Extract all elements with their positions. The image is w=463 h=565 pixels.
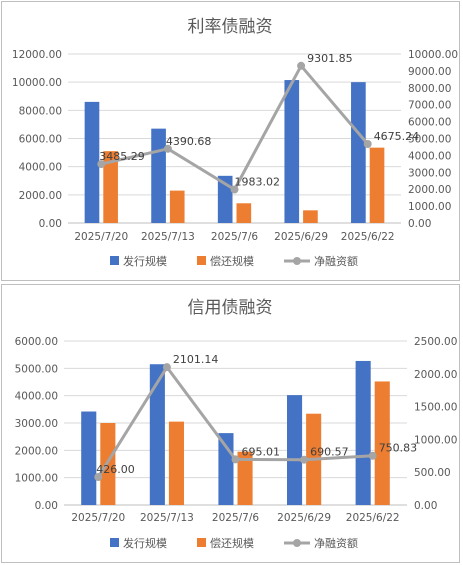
net-financing-data-label: 750.83: [379, 442, 418, 455]
right-axis-tick-label: 9000.00: [408, 66, 451, 78]
net-financing-point: [94, 473, 103, 482]
x-axis-tick-label: 2025/7/13: [140, 512, 194, 524]
repay-bar: [169, 190, 185, 223]
rate-bond-chart: 利率债融资 0.00 2000.00 4000.00 6000.00 8000.00 10…: [12, 17, 458, 268]
net-financing-data-label: 426.00: [96, 463, 135, 476]
legend-repay-swatch: [197, 256, 206, 265]
left-axis-tick-label: 4000.00: [15, 391, 58, 403]
net-financing-point: [97, 160, 106, 169]
issue-bar: [84, 101, 100, 223]
legend-issue-label: 发行规模: [123, 254, 167, 268]
net-financing-data-label: 695.01: [242, 445, 281, 458]
right-axis-tick-label: 2000.00: [408, 184, 451, 196]
right-axis-tick-label: 5000.00: [408, 134, 451, 146]
net-financing-data-label: 690.57: [310, 446, 349, 459]
right-axis-tick-label: 7000.00: [408, 100, 451, 112]
issue-bar: [355, 360, 371, 505]
repay-bar: [369, 147, 385, 223]
net-financing-point: [363, 139, 372, 148]
net-financing-data-label: 2101.14: [173, 353, 219, 366]
repay-bar: [374, 381, 390, 505]
x-axis-tick-label: 2025/7/13: [141, 231, 195, 243]
net-financing-data-label: 9301.85: [307, 52, 353, 65]
net-financing-data-label: 1983.02: [235, 175, 281, 188]
left-axis-tick-label: 10000.00: [12, 77, 62, 89]
left-axis-tick-label: 0.00: [39, 218, 62, 230]
rate-bond-chart-panel: 利率债融资 0.00 2000.00 4000.00 6000.00 8000.00 10…: [1, 1, 460, 281]
issue-bar: [351, 82, 366, 224]
issue-bar: [149, 364, 165, 505]
right-axis-tick-label: 8000.00: [408, 83, 451, 95]
net-financing-point: [297, 61, 306, 70]
left-axis-tick-label: 12000.00: [12, 49, 62, 61]
net-financing-point: [163, 144, 172, 153]
left-axis-tick-label: 4000.00: [19, 162, 62, 174]
repay-bar: [168, 421, 184, 505]
net-financing-point: [162, 363, 171, 372]
repay-bar: [103, 151, 118, 223]
left-axis-tick-label: 6000.00: [19, 134, 62, 146]
x-axis-tick-label: 2025/6/22: [341, 231, 395, 243]
issue-bar: [218, 433, 234, 505]
left-axis-tick-label: 2000.00: [15, 445, 58, 457]
net-financing-data-label: 3485.29: [99, 150, 145, 163]
issue-bar: [284, 80, 300, 223]
x-axis-tick-label: 2025/7/6: [212, 512, 259, 524]
x-axis-tick-label: 2025/7/20: [71, 512, 125, 524]
left-axis-tick-label: 1000.00: [15, 473, 58, 485]
credit-bond-chart-panel: 信用债融资 0.00 1000.00 2000.00 3000.00 4000.00 50…: [1, 284, 460, 563]
issue-bar: [287, 395, 303, 505]
net-financing-line: [100, 64, 369, 191]
legend-issue-swatch: [110, 256, 119, 265]
net-financing-data-label: 4390.68: [166, 135, 212, 148]
x-axis-tick-label: 2025/7/20: [74, 231, 128, 243]
x-axis-tick-label: 2025/6/29: [277, 512, 331, 524]
right-axis-tick-label: 500.00: [414, 467, 451, 479]
legend-net-marker: [293, 539, 301, 547]
right-axis-tick-label: 1000.00: [414, 434, 457, 446]
left-axis-tick-label: 3000.00: [15, 418, 58, 430]
right-axis-tick-label: 4000.00: [408, 150, 451, 162]
right-axis-tick-label: 10000.00: [408, 49, 458, 61]
left-axis-tick-label: 0.00: [35, 500, 58, 512]
legend-issue-label: 发行规模: [123, 536, 167, 550]
chart-title: 信用债融资: [188, 298, 273, 318]
x-axis-tick-label: 2025/6/22: [346, 512, 400, 524]
right-axis-tick-label: 1500.00: [414, 402, 457, 414]
repay-bar: [237, 451, 253, 505]
right-axis-tick-label: 1000.00: [408, 201, 451, 213]
legend-repay-swatch: [197, 538, 206, 547]
chart-title: 利率债融资: [188, 17, 273, 37]
right-axis-tick-label: 0.00: [408, 218, 431, 230]
left-axis-tick-label: 6000.00: [15, 336, 58, 348]
legend-repay-label: 偿还规模: [210, 536, 254, 550]
x-axis-tick-label: 2025/7/6: [211, 231, 258, 243]
left-axis-tick-label: 8000.00: [19, 105, 62, 117]
issue-bar: [81, 411, 97, 505]
repay-bar: [303, 210, 318, 223]
legend-repay-label: 偿还规模: [210, 254, 254, 268]
repay-bar: [236, 203, 252, 223]
legend-net-label: 净融资额: [314, 254, 358, 268]
net-financing-point: [231, 455, 240, 464]
right-axis-tick-label: 2500.00: [414, 336, 457, 348]
legend-net-label: 净融资额: [314, 536, 358, 550]
left-axis-tick-label: 5000.00: [15, 363, 58, 375]
legend-issue-swatch: [110, 538, 119, 547]
right-axis-tick-label: 6000.00: [408, 117, 451, 129]
credit-bond-chart: 信用债融资 0.00 1000.00 2000.00 3000.00 4000.00 50…: [15, 298, 458, 550]
legend-net-marker: [293, 257, 301, 265]
net-financing-data-label: 4675.24: [374, 130, 420, 143]
right-axis-tick-label: 2000.00: [414, 369, 457, 381]
right-axis-tick-label: 0.00: [414, 500, 437, 512]
net-financing-point: [230, 185, 239, 194]
x-axis-tick-label: 2025/6/29: [274, 231, 328, 243]
net-financing-point: [368, 451, 377, 460]
net-financing-point: [300, 455, 309, 464]
right-axis-tick-label: 3000.00: [408, 167, 451, 179]
issue-bar: [151, 128, 166, 223]
left-axis-tick-label: 2000.00: [19, 190, 62, 202]
